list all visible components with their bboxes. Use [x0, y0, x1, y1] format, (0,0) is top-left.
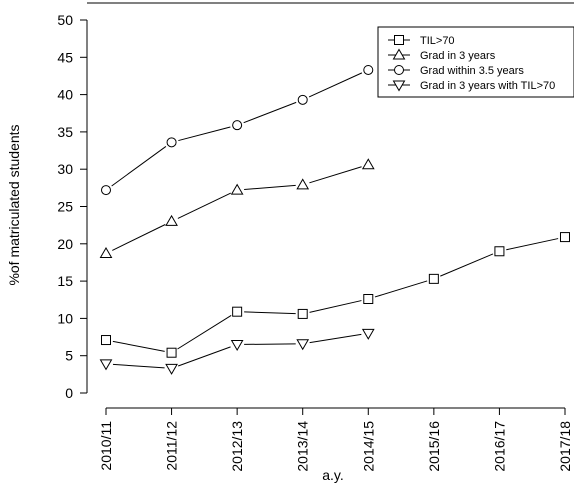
data-point — [363, 64, 374, 75]
y-tick-label: 50 — [57, 12, 73, 28]
series-line-segment — [112, 363, 165, 369]
x-tick-label: 2011/12 — [164, 421, 180, 471]
data-point — [230, 183, 244, 195]
y-tick-label: 35 — [57, 124, 73, 140]
series-layer — [99, 64, 570, 375]
legend-label: TIL>70 — [420, 35, 455, 47]
legend-marker — [394, 35, 404, 45]
series-1 — [99, 158, 375, 258]
legend: TIL>70 Grad in 3 years Grad within 3.5 yea… — [377, 26, 574, 98]
data-point — [166, 137, 177, 148]
data-point — [101, 185, 111, 196]
series-line-segment — [243, 101, 297, 124]
series-line-segment — [111, 146, 167, 187]
data-point — [99, 247, 113, 258]
y-axis-title: %of matriculated students — [6, 124, 22, 285]
data-point — [361, 328, 375, 340]
series-line-segment — [309, 300, 362, 313]
legend-box — [377, 26, 574, 98]
data-point — [296, 178, 310, 190]
series-line-segment — [177, 192, 232, 219]
x-tick-label: 2014/15 — [360, 421, 376, 472]
data-point — [232, 120, 243, 131]
y-ticks: 0 5 10 15 20 25 30 35 40 45 50 — [57, 12, 87, 401]
series-line-segment — [308, 72, 363, 98]
legend-label: Grad within 3.5 years — [420, 65, 524, 77]
series-line-segment — [309, 166, 362, 184]
data-point — [559, 232, 570, 243]
legend-marker — [392, 80, 406, 92]
y-tick-label: 0 — [65, 385, 73, 401]
data-point — [99, 359, 113, 371]
data-point — [165, 214, 178, 226]
series-line-segment — [177, 314, 232, 350]
series-line-segment — [309, 333, 362, 344]
series-0 — [101, 232, 570, 358]
data-point — [297, 94, 308, 105]
data-point — [230, 340, 244, 352]
x-axis-title: a.y. — [322, 467, 344, 483]
data-point — [428, 273, 439, 284]
data-point — [232, 306, 243, 317]
series-line-segment — [112, 224, 166, 251]
legend-label: Grad in 3 years with TIL>70 — [420, 80, 555, 92]
legend-label: Grad in 3 years — [420, 50, 496, 62]
data-point — [165, 363, 178, 375]
legend-marker — [392, 48, 406, 60]
y-tick-label: 15 — [57, 273, 73, 289]
legend-marker — [394, 65, 404, 75]
x-tick-label: 2016/17 — [491, 421, 507, 472]
x-tick-label: 2017/18 — [557, 421, 573, 472]
series-line-segment — [112, 340, 165, 352]
y-tick-label: 25 — [57, 199, 73, 215]
x-tick-label: 2013/14 — [295, 421, 311, 472]
data-point — [296, 339, 310, 351]
y-tick-label: 10 — [57, 310, 73, 326]
data-point — [363, 294, 374, 305]
x-tick-label: 2012/13 — [229, 421, 245, 472]
y-tick-label: 40 — [57, 87, 73, 103]
y-tick-label: 30 — [57, 161, 73, 177]
y-tick-label: 20 — [57, 236, 73, 252]
x-tick-label: 2015/16 — [426, 421, 442, 472]
data-point — [494, 246, 505, 257]
series-2 — [101, 64, 374, 196]
series-line-segment — [440, 253, 494, 277]
series-line-segment — [506, 238, 559, 251]
series-line-segment — [244, 343, 296, 345]
data-point — [297, 308, 308, 319]
series-line-segment — [178, 126, 231, 142]
series-line-segment — [374, 280, 428, 298]
data-point — [361, 158, 375, 170]
x-ticks: 2010/11 2011/12 2012/13 2013/14 2014/15 2015/… — [98, 408, 573, 472]
x-tick-label: 2010/11 — [98, 421, 114, 471]
series-line-segment — [177, 346, 231, 367]
series-line-segment — [244, 311, 296, 315]
data-point — [101, 335, 111, 346]
series-line-segment — [244, 184, 296, 191]
series-3 — [99, 328, 375, 375]
y-tick-label: 45 — [57, 49, 73, 65]
data-point — [166, 347, 177, 358]
y-tick-label: 5 — [65, 348, 73, 364]
